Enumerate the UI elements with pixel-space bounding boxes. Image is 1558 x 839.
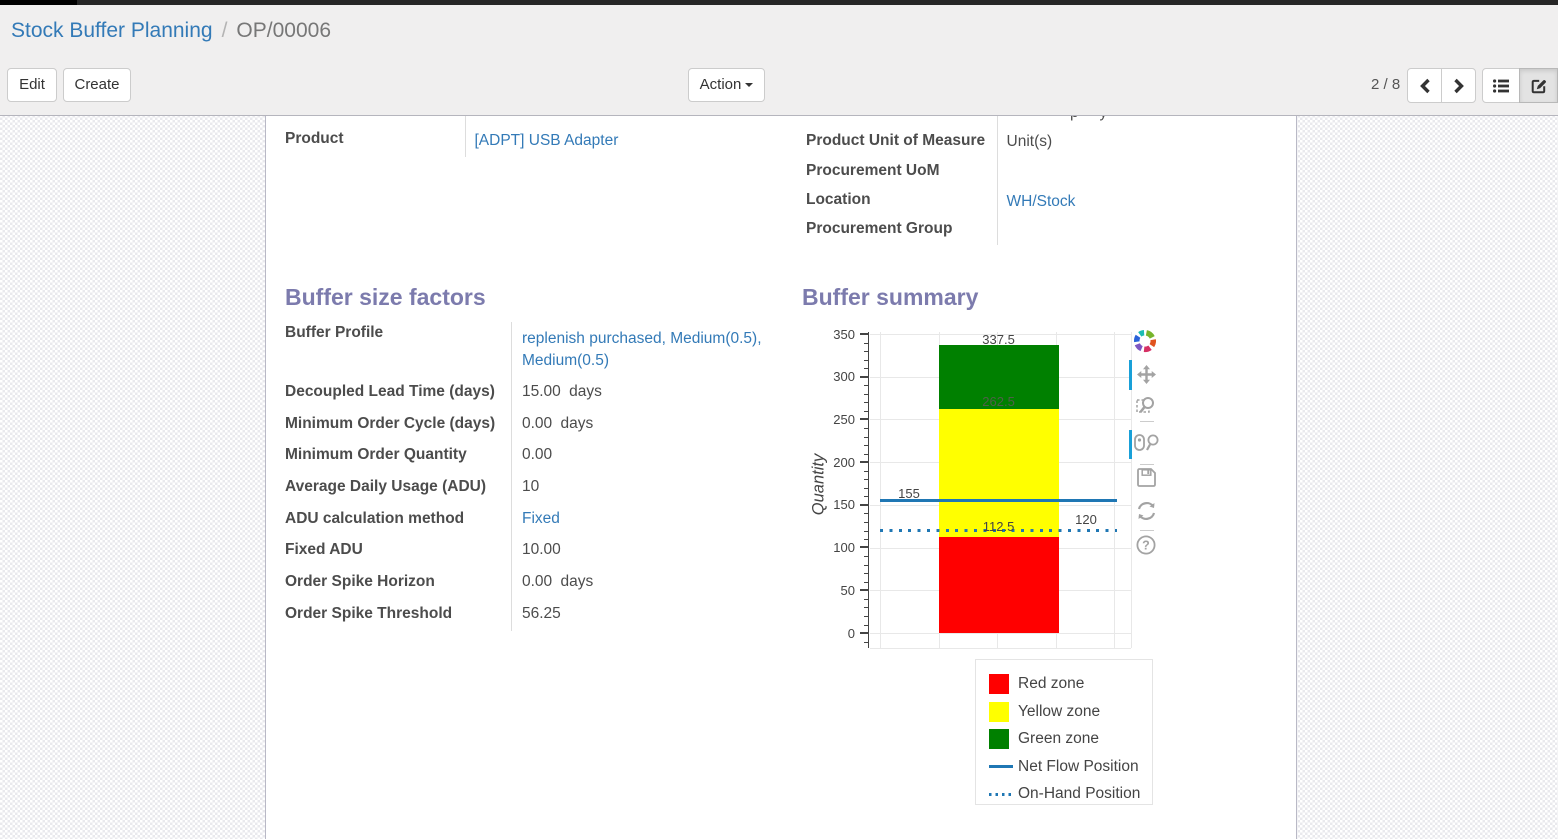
svg-text:?: ?	[1142, 538, 1150, 552]
